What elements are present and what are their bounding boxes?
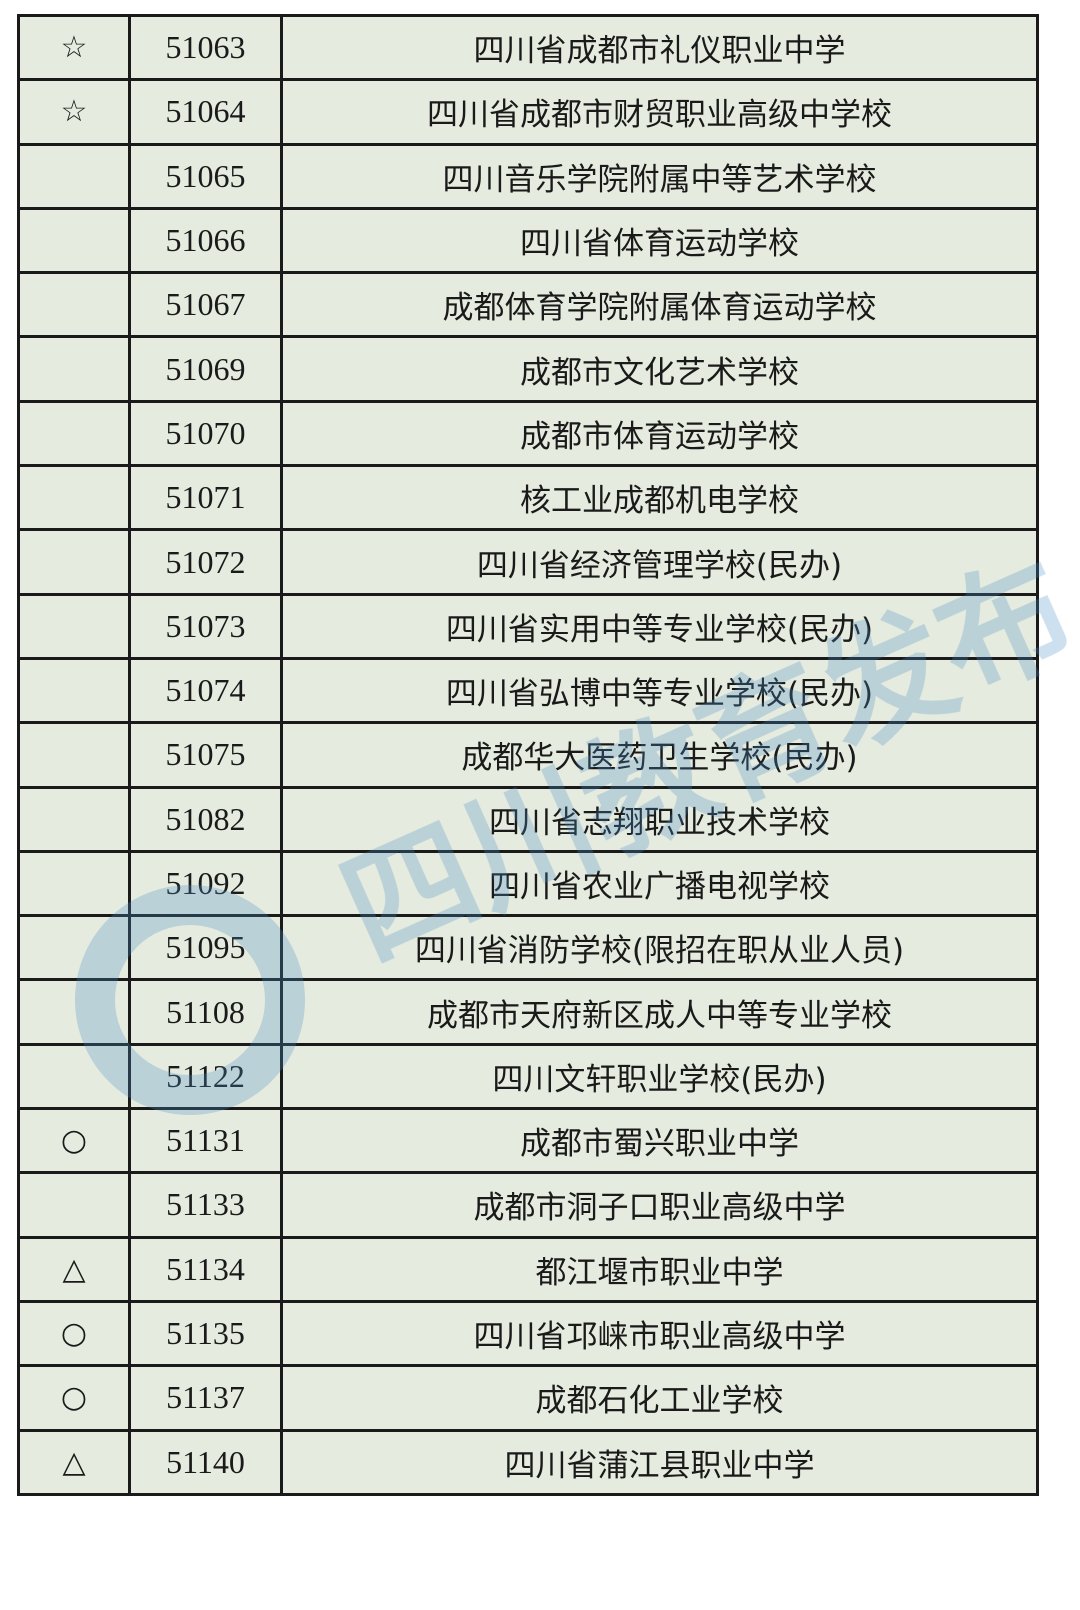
school-code: 51108 — [128, 978, 283, 1046]
mark-symbol — [17, 1042, 131, 1111]
school-name: 四川省实用中等专业学校(民办) — [280, 592, 1039, 660]
school-code: 51074 — [128, 656, 283, 725]
mark-symbol — [17, 721, 131, 789]
mark-symbol — [17, 528, 131, 596]
school-code: 51063 — [128, 13, 283, 82]
school-table: ☆ 51063 四川省成都市礼仪职业中学 ☆ 51064 四川省成都市财贸职业高级中学校 5… — [17, 13, 1039, 1496]
table-row: 51108 成都市天府新区成人中等专业学校 — [17, 978, 1039, 1046]
table-row: ○ 51131 成都市蜀兴职业中学 — [17, 1107, 1039, 1175]
mark-symbol — [17, 1171, 131, 1239]
mark-symbol — [17, 142, 131, 210]
table-row: ○ 51135 四川省邛崃市职业高级中学 — [17, 1299, 1039, 1368]
mark-symbol: △ — [17, 1428, 131, 1496]
table-row: ○ 51137 成都石化工业学校 — [17, 1364, 1039, 1432]
table-row: 51075 成都华大医药卫生学校(民办) — [17, 721, 1039, 789]
mark-symbol — [17, 399, 131, 468]
table-row: 51065 四川音乐学院附属中等艺术学校 — [17, 142, 1039, 210]
table-row: 51066 四川省体育运动学校 — [17, 206, 1039, 275]
school-name: 成都华大医药卫生学校(民办) — [280, 721, 1039, 789]
school-name: 成都体育学院附属体育运动学校 — [280, 271, 1039, 339]
table-row: 51072 四川省经济管理学校(民办) — [17, 528, 1039, 596]
table-row: 51082 四川省志翔职业技术学校 — [17, 785, 1039, 853]
school-code: 51070 — [128, 399, 283, 468]
school-code: 51135 — [128, 1299, 283, 1368]
table-row: △ 51134 都江堰市职业中学 — [17, 1235, 1039, 1303]
school-code: 51082 — [128, 785, 283, 853]
school-code: 51133 — [128, 1171, 283, 1239]
school-name: 四川省志翔职业技术学校 — [280, 785, 1039, 853]
school-name: 都江堰市职业中学 — [280, 1235, 1039, 1303]
school-name: 四川文轩职业学校(民办) — [280, 1042, 1039, 1111]
school-code: 51137 — [128, 1364, 283, 1432]
mark-symbol: △ — [17, 1235, 131, 1303]
school-name: 成都市洞子口职业高级中学 — [280, 1171, 1039, 1239]
table-row: 51071 核工业成都机电学校 — [17, 464, 1039, 532]
school-name: 成都市蜀兴职业中学 — [280, 1107, 1039, 1175]
table-row: 51074 四川省弘博中等专业学校(民办) — [17, 656, 1039, 725]
school-code: 51067 — [128, 271, 283, 339]
table-row: 51095 四川省消防学校(限招在职从业人员) — [17, 914, 1039, 982]
school-name: 四川省体育运动学校 — [280, 206, 1039, 275]
mark-symbol — [17, 849, 131, 918]
school-code: 51122 — [128, 1042, 283, 1111]
school-name: 四川省经济管理学校(民办) — [280, 528, 1039, 596]
table-row: 51073 四川省实用中等专业学校(民办) — [17, 592, 1039, 660]
mark-symbol: ○ — [17, 1364, 131, 1432]
school-code: 51075 — [128, 721, 283, 789]
mark-symbol — [17, 206, 131, 275]
school-code: 51073 — [128, 592, 283, 660]
school-name: 核工业成都机电学校 — [280, 464, 1039, 532]
table-row: 51070 成都市体育运动学校 — [17, 399, 1039, 468]
school-name: 四川音乐学院附属中等艺术学校 — [280, 142, 1039, 210]
table-row: 51092 四川省农业广播电视学校 — [17, 849, 1039, 918]
school-code: 51065 — [128, 142, 283, 210]
school-name: 四川省邛崃市职业高级中学 — [280, 1299, 1039, 1368]
school-name: 成都市文化艺术学校 — [280, 335, 1039, 403]
school-code: 51134 — [128, 1235, 283, 1303]
school-name: 四川省成都市礼仪职业中学 — [280, 13, 1039, 82]
table-row: 51133 成都市洞子口职业高级中学 — [17, 1171, 1039, 1239]
mark-symbol: ○ — [17, 1299, 131, 1368]
school-code: 51071 — [128, 464, 283, 532]
mark-symbol: ☆ — [17, 13, 131, 82]
table-row: 51122 四川文轩职业学校(民办) — [17, 1042, 1039, 1111]
mark-symbol — [17, 335, 131, 403]
school-name: 四川省弘博中等专业学校(民办) — [280, 656, 1039, 725]
school-code: 51092 — [128, 849, 283, 918]
school-code: 51069 — [128, 335, 283, 403]
school-name: 成都石化工业学校 — [280, 1364, 1039, 1432]
mark-symbol — [17, 592, 131, 660]
mark-symbol — [17, 656, 131, 725]
school-code: 51072 — [128, 528, 283, 596]
table-row: 51067 成都体育学院附属体育运动学校 — [17, 271, 1039, 339]
mark-symbol — [17, 978, 131, 1046]
school-name: 四川省成都市财贸职业高级中学校 — [280, 78, 1039, 146]
school-name: 四川省农业广播电视学校 — [280, 849, 1039, 918]
mark-symbol: ☆ — [17, 78, 131, 146]
table-row: ☆ 51064 四川省成都市财贸职业高级中学校 — [17, 78, 1039, 146]
mark-symbol — [17, 914, 131, 982]
mark-symbol — [17, 785, 131, 853]
school-name: 成都市天府新区成人中等专业学校 — [280, 978, 1039, 1046]
school-code: 51064 — [128, 78, 283, 146]
school-code: 51066 — [128, 206, 283, 275]
mark-symbol — [17, 464, 131, 532]
school-name: 四川省蒲江县职业中学 — [280, 1428, 1039, 1496]
school-code: 51140 — [128, 1428, 283, 1496]
table-row: △ 51140 四川省蒲江县职业中学 — [17, 1428, 1039, 1496]
mark-symbol — [17, 271, 131, 339]
table-row: ☆ 51063 四川省成都市礼仪职业中学 — [17, 13, 1039, 82]
school-name: 四川省消防学校(限招在职从业人员) — [280, 914, 1039, 982]
mark-symbol: ○ — [17, 1107, 131, 1175]
school-code: 51095 — [128, 914, 283, 982]
school-name: 成都市体育运动学校 — [280, 399, 1039, 468]
school-code: 51131 — [128, 1107, 283, 1175]
table-row: 51069 成都市文化艺术学校 — [17, 335, 1039, 403]
